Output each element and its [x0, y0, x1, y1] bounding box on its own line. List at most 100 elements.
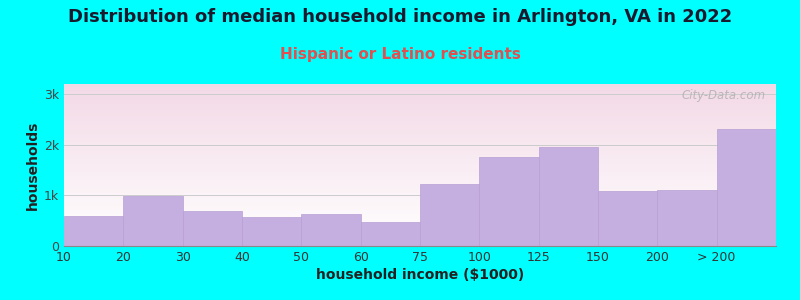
Bar [64, 98, 776, 99]
Bar [64, 131, 776, 132]
Bar [64, 203, 776, 204]
Bar [64, 155, 776, 156]
Bar [64, 99, 776, 100]
Bar [64, 138, 776, 139]
Bar [64, 200, 776, 201]
Bar [64, 214, 776, 215]
Bar [64, 219, 776, 220]
Bar [64, 173, 776, 174]
Bar [64, 225, 776, 226]
Bar [64, 146, 776, 147]
Bar [64, 176, 776, 177]
Bar [64, 140, 776, 141]
Bar [64, 159, 776, 160]
Bar [64, 209, 776, 210]
Bar [64, 102, 776, 103]
Bar [64, 184, 776, 185]
Bar [64, 96, 776, 97]
Bar [64, 84, 776, 85]
Bar [64, 216, 123, 246]
Bar [64, 234, 776, 235]
Bar [64, 110, 776, 111]
Bar [64, 217, 776, 218]
Bar [64, 170, 776, 171]
Bar [64, 182, 776, 183]
Bar [64, 128, 776, 129]
Bar [64, 122, 776, 123]
Bar [64, 231, 776, 232]
Bar [64, 201, 776, 202]
Bar [64, 244, 776, 245]
Bar [64, 213, 776, 214]
Bar [64, 134, 776, 135]
Bar [64, 125, 776, 126]
Bar [123, 196, 182, 246]
Bar [64, 144, 776, 145]
Bar [64, 178, 776, 179]
Bar [64, 145, 776, 146]
Bar [64, 227, 776, 228]
Bar [64, 168, 776, 169]
Bar [64, 238, 776, 239]
Bar [64, 129, 776, 130]
Bar [64, 191, 776, 192]
Bar [64, 188, 776, 189]
Bar [64, 243, 776, 244]
Bar [64, 224, 776, 225]
Bar [64, 205, 776, 206]
Bar [64, 133, 776, 134]
Bar [242, 217, 302, 246]
Bar [658, 190, 717, 246]
Bar [64, 180, 776, 181]
Bar [64, 207, 776, 208]
Bar [64, 204, 776, 205]
Bar [64, 239, 776, 240]
Bar [64, 169, 776, 170]
Bar [598, 191, 658, 246]
Bar [64, 210, 776, 211]
Bar [64, 101, 776, 102]
Bar [64, 179, 776, 180]
Bar [64, 226, 776, 227]
Bar [64, 141, 776, 142]
Bar [64, 165, 776, 166]
Bar [64, 181, 776, 182]
Bar [64, 202, 776, 203]
Bar [64, 156, 776, 157]
Bar [64, 123, 776, 124]
Bar [64, 130, 776, 131]
Bar [64, 100, 776, 101]
Bar [64, 196, 776, 197]
Bar [64, 237, 776, 238]
Bar [64, 220, 776, 221]
Bar [64, 154, 776, 155]
Bar [64, 194, 776, 195]
Bar [64, 137, 776, 138]
Bar [64, 135, 776, 136]
Bar [64, 223, 776, 224]
Bar [361, 222, 420, 246]
Bar [64, 147, 776, 148]
Bar [64, 107, 776, 108]
Bar [64, 89, 776, 90]
Bar [64, 163, 776, 164]
Bar [64, 190, 776, 191]
Bar [64, 151, 776, 152]
Bar [64, 103, 776, 104]
Bar [302, 214, 361, 246]
Bar [64, 111, 776, 112]
Bar [64, 230, 776, 231]
Bar [64, 189, 776, 190]
Bar [64, 197, 776, 198]
Bar [64, 236, 776, 237]
Bar [64, 192, 776, 193]
Bar [64, 183, 776, 184]
Bar [64, 87, 776, 88]
Text: Distribution of median household income in Arlington, VA in 2022: Distribution of median household income … [68, 8, 732, 26]
Bar [64, 152, 776, 153]
Bar [64, 92, 776, 93]
X-axis label: household income ($1000): household income ($1000) [316, 268, 524, 282]
Bar [64, 185, 776, 186]
Bar [64, 148, 776, 149]
Bar [64, 126, 776, 127]
